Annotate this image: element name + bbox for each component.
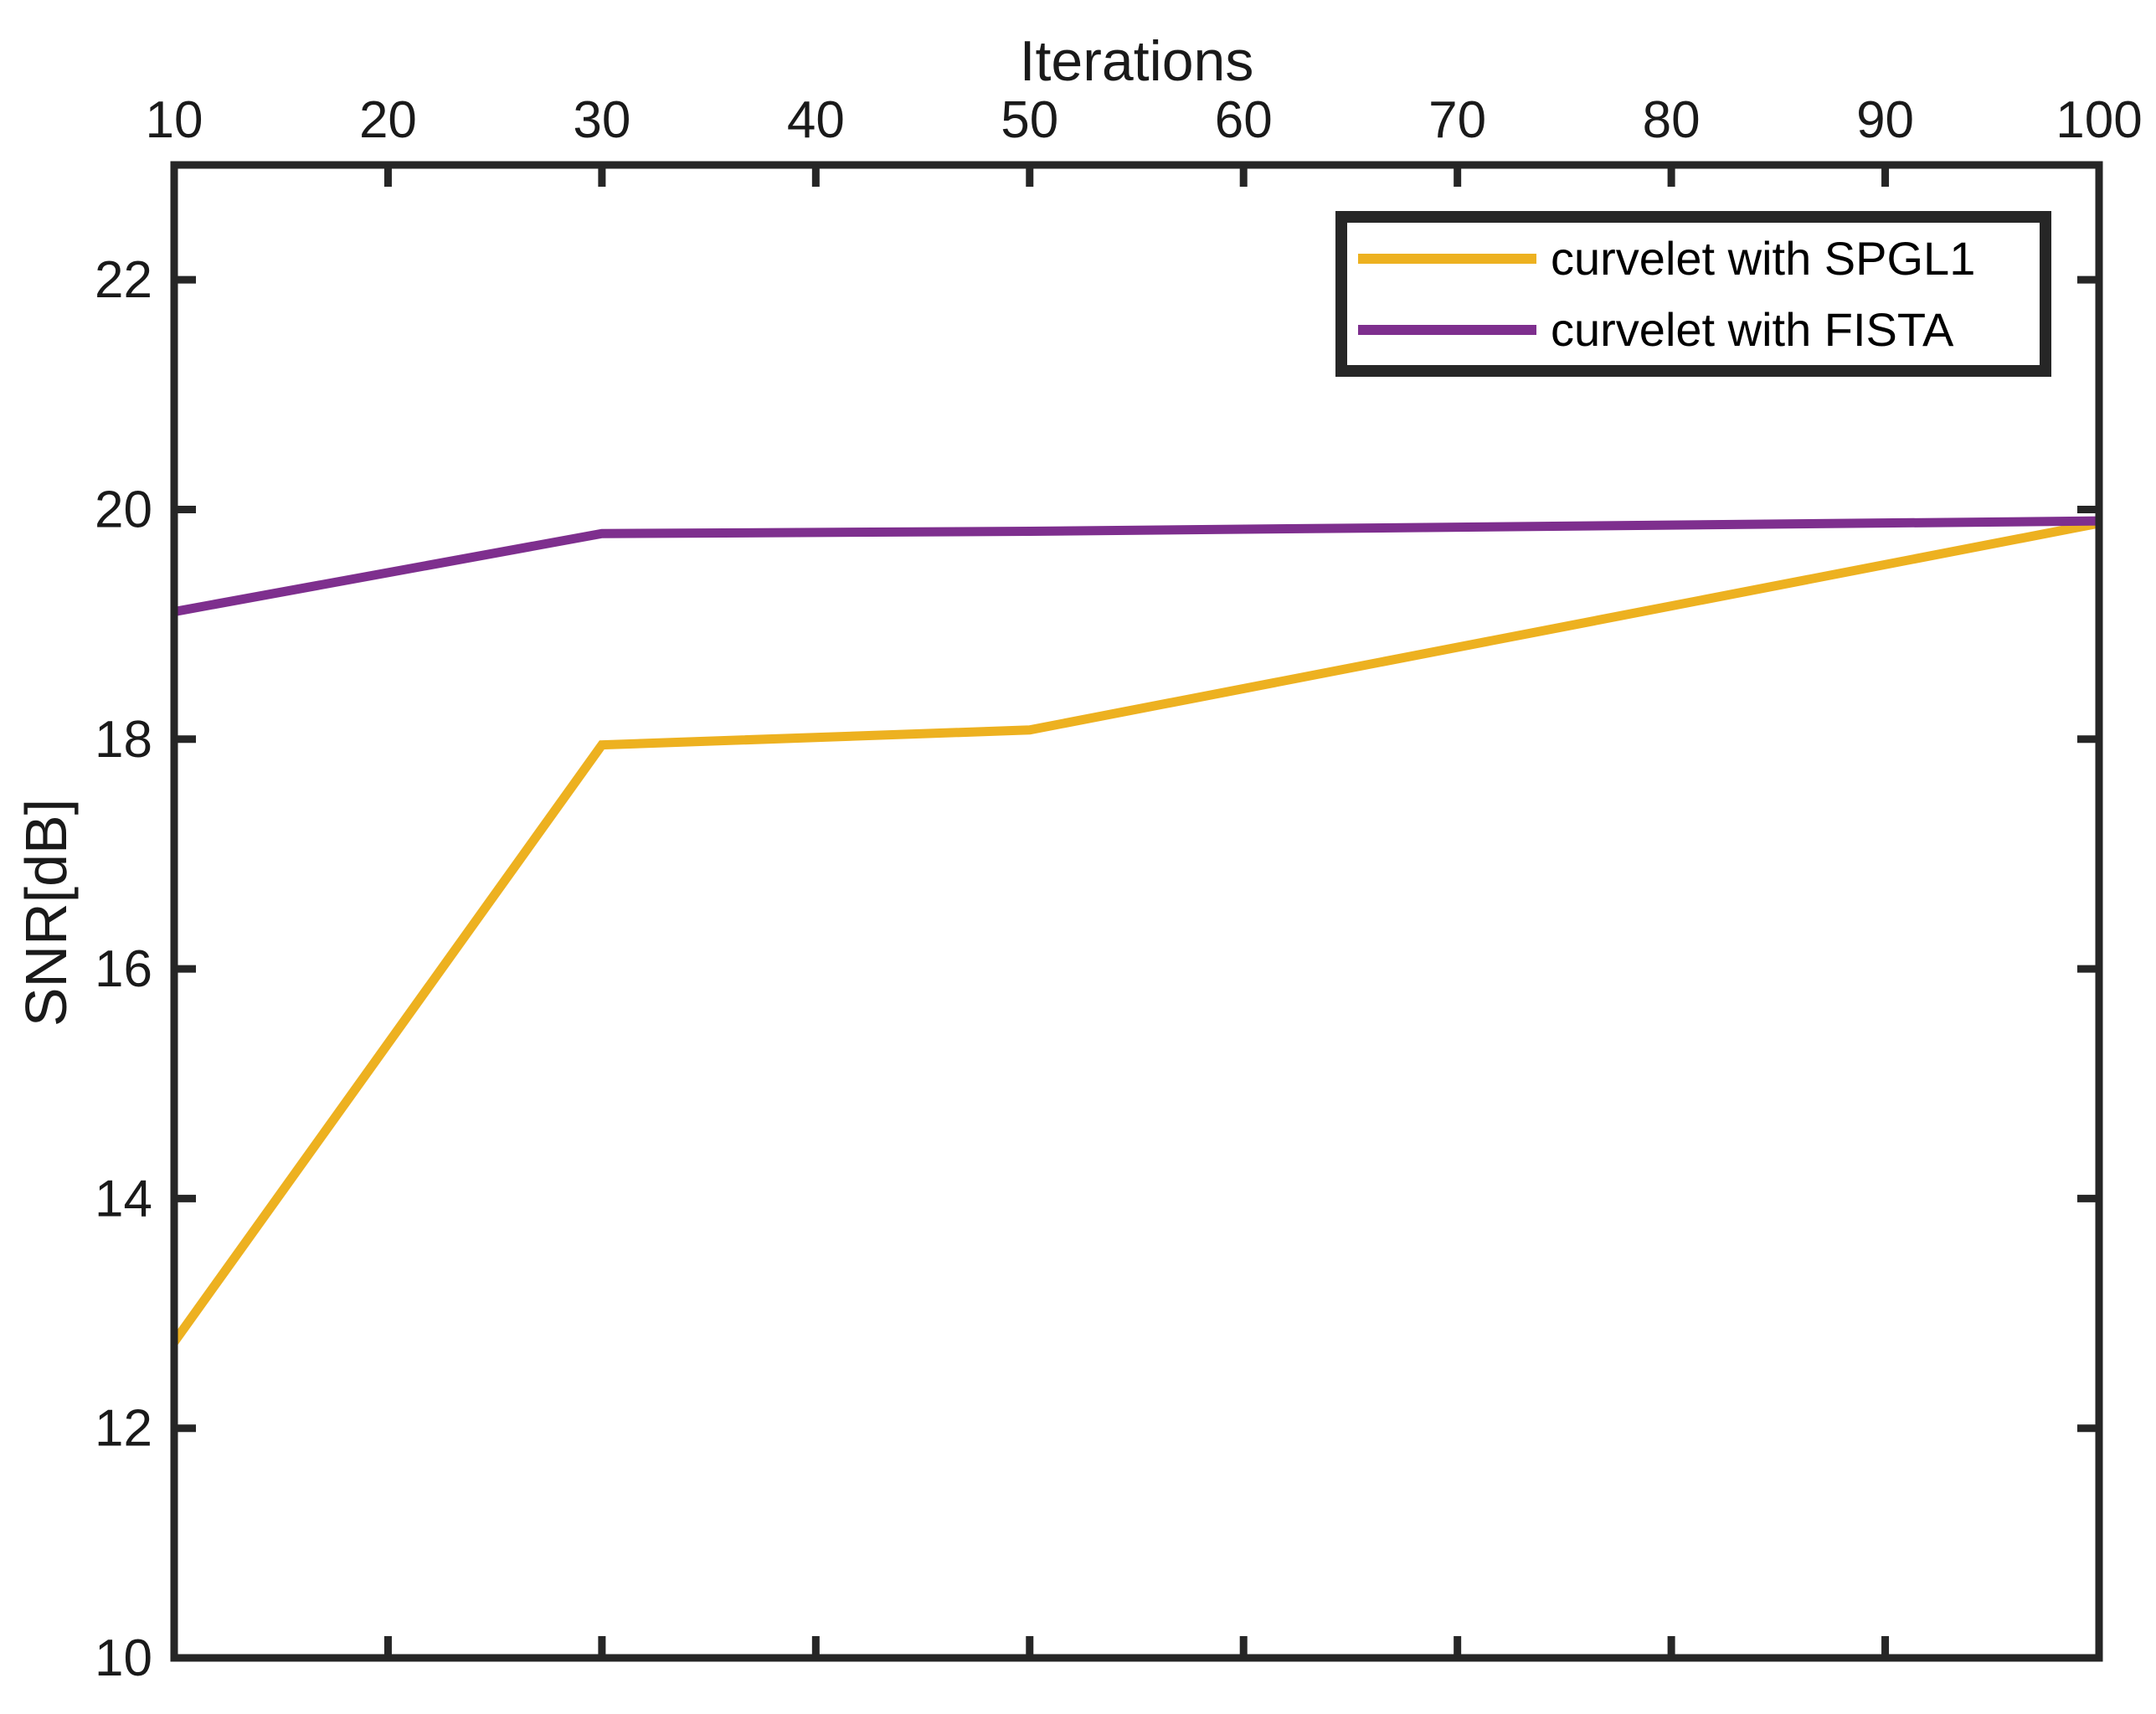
x-tick-label: 20 bbox=[359, 91, 417, 149]
x-tick-label: 90 bbox=[1856, 91, 1914, 149]
x-tick-label: 70 bbox=[1428, 91, 1486, 149]
axes-box bbox=[170, 161, 2103, 1662]
x-tick-label: 50 bbox=[1001, 91, 1058, 149]
legend-line-swatch-spgl1 bbox=[1358, 253, 1536, 264]
x-tick-label: 10 bbox=[146, 91, 203, 149]
y-tick-label: 14 bbox=[95, 1170, 152, 1228]
x-tick-label: 40 bbox=[787, 91, 845, 149]
y-tick-label: 18 bbox=[95, 711, 152, 769]
legend-label-spgl1: curvelet with SPGL1 bbox=[1551, 232, 1976, 285]
y-tick-label: 10 bbox=[95, 1629, 152, 1687]
legend-item-fista: curvelet with FISTA bbox=[1347, 294, 2040, 365]
legend-line-swatch-fista bbox=[1358, 324, 1536, 335]
x-axis-title: Iterations bbox=[1019, 29, 1254, 93]
series-line-1 bbox=[173, 516, 2100, 616]
x-tick-label: 60 bbox=[1215, 91, 1273, 149]
y-tick-label: 16 bbox=[95, 940, 152, 998]
legend-label-fista: curvelet with FISTA bbox=[1551, 303, 1954, 356]
legend: curvelet with SPGL1 curvelet with FISTA bbox=[1335, 211, 2051, 377]
x-tick-label: 30 bbox=[573, 91, 630, 149]
y-tick-label: 22 bbox=[95, 251, 152, 309]
y-tick-label: 12 bbox=[95, 1400, 152, 1458]
y-axis-title: SNR[dB] bbox=[13, 798, 79, 1027]
x-tick-label: 100 bbox=[2056, 91, 2142, 149]
series-line-0 bbox=[170, 518, 2101, 1346]
legend-item-spgl1: curvelet with SPGL1 bbox=[1347, 223, 2040, 294]
x-tick-label: 80 bbox=[1643, 91, 1701, 149]
y-tick-label: 20 bbox=[95, 481, 152, 538]
